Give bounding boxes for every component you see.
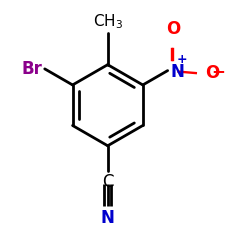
- Text: O: O: [166, 20, 181, 38]
- Text: −: −: [212, 62, 226, 80]
- Text: N: N: [101, 209, 115, 227]
- Text: +: +: [176, 53, 187, 66]
- Text: CH$_3$: CH$_3$: [92, 12, 123, 30]
- Text: N: N: [170, 62, 184, 80]
- Text: O: O: [205, 64, 219, 82]
- Text: C: C: [102, 174, 114, 192]
- Text: Br: Br: [22, 60, 42, 78]
